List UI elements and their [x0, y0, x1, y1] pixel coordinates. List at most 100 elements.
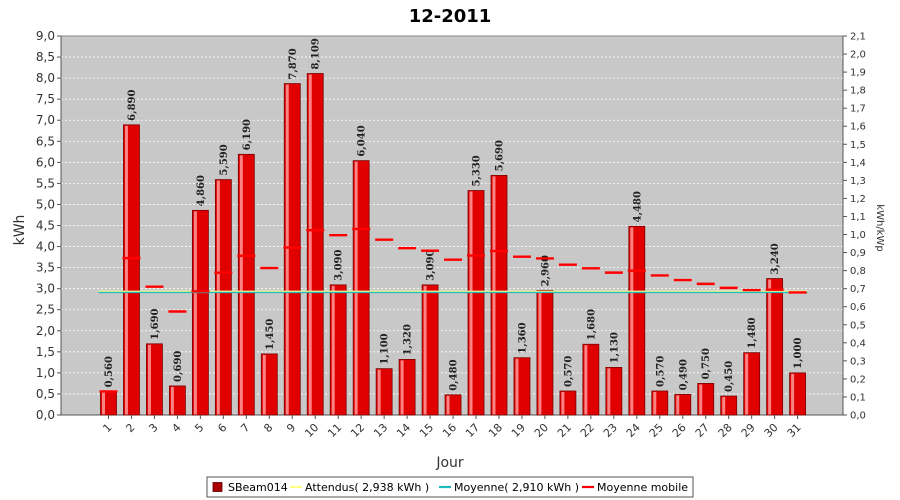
bar-value-label: 1,480: [747, 317, 758, 348]
bar-value-label: 1,320: [403, 324, 414, 355]
x-tick-label: 4: [169, 421, 183, 435]
x-tick-label: 23: [601, 421, 620, 440]
bar-value-label: 8,109: [311, 38, 322, 69]
x-tick-label: 29: [739, 421, 758, 440]
bar-highlight: [377, 369, 381, 415]
x-tick-label: 26: [670, 421, 689, 440]
y-tick-label: 0,0: [36, 408, 55, 422]
y-tick-label: 7,0: [36, 113, 55, 127]
x-tick-label: 20: [532, 421, 551, 440]
x-tick-label: 27: [693, 421, 712, 440]
plot-background: [60, 35, 844, 416]
bar-highlight: [216, 180, 220, 415]
bar-value-label: 1,130: [609, 332, 620, 363]
bar-highlight: [102, 392, 105, 415]
y-tick-label: 8,5: [36, 50, 55, 64]
x-tick-label: 28: [716, 421, 735, 440]
bar-value-label: 4,860: [196, 175, 207, 206]
bar-value-label: 3,240: [770, 243, 781, 274]
x-tick-label: 7: [238, 421, 252, 435]
y-tick-label: 7,5: [36, 92, 55, 106]
chart-title: 12-2011: [409, 6, 492, 27]
x-tick-label: 15: [417, 421, 436, 440]
y2-tick-label: 1,9: [850, 68, 866, 79]
bar-value-label: 5,590: [219, 144, 230, 175]
legend-label: Moyenne( 2,910 kWh ): [454, 481, 579, 494]
x-tick-label: 2: [123, 421, 137, 435]
x-tick-label: 18: [486, 421, 505, 440]
x-tick-label: 17: [463, 421, 482, 440]
bar-value-label: 4,480: [632, 191, 643, 222]
y-tick-label: 6,0: [36, 155, 55, 169]
bar-highlight: [239, 155, 243, 415]
x-tick-label: 8: [261, 421, 275, 435]
bar-highlight: [170, 386, 174, 415]
x-tick-label: 30: [762, 421, 781, 440]
y2-tick-label: 0,4: [850, 338, 866, 349]
bar-highlight: [147, 344, 151, 415]
x-tick-label: 22: [578, 421, 597, 440]
bar-highlight: [722, 397, 726, 415]
bar-highlight: [492, 176, 496, 415]
y-tick-label: 5,5: [36, 176, 55, 190]
y2-tick-label: 0,0: [850, 411, 866, 422]
x-tick-label: 10: [302, 421, 321, 440]
bar-value-label: 7,870: [288, 48, 299, 79]
y-tick-label: 6,5: [36, 134, 55, 148]
bar-highlight: [630, 227, 634, 415]
y-tick-label: 2,0: [36, 324, 55, 338]
bar-highlight: [354, 161, 358, 415]
y2-tick-label: 1,2: [850, 194, 866, 205]
y2-tick-label: 0,3: [850, 356, 866, 367]
x-tick-label: 13: [371, 421, 390, 440]
bar-value-label: 1,680: [586, 309, 597, 340]
bar-highlight: [515, 358, 519, 415]
bar-highlight: [331, 285, 335, 415]
bar-highlight: [791, 373, 795, 415]
bar-value-label: 0,750: [701, 348, 712, 379]
y-tick-label: 9,0: [36, 29, 55, 43]
y2-tick-label: 2,0: [850, 50, 866, 61]
bar-highlight: [193, 211, 197, 415]
bar-highlight: [446, 395, 450, 415]
y-tick-label: 4,0: [36, 240, 55, 254]
bar-value-label: 0,570: [563, 356, 574, 387]
bar-value-label: 1,360: [517, 322, 528, 353]
bar-value-label: 6,190: [242, 119, 253, 150]
x-tick-label: 11: [325, 421, 344, 440]
bar-value-label: 1,100: [380, 333, 391, 364]
bar-highlight: [262, 354, 266, 415]
bar-highlight: [653, 391, 657, 415]
bar-highlight: [768, 279, 772, 415]
legend: SBeam014 Attendus( 2,938 kWh ) Moyenne( 2,…: [206, 476, 694, 498]
y2-tick-label: 0,7: [850, 284, 866, 295]
x-tick-label: 14: [394, 421, 413, 440]
bar-value-label: 1,690: [150, 308, 161, 339]
y2-tick-label: 1,7: [850, 104, 866, 115]
bar-highlight: [676, 395, 680, 415]
x-tick-label: 9: [284, 421, 298, 435]
y-tick-label: 2,5: [36, 303, 55, 317]
bar-highlight: [538, 291, 542, 415]
y2-tick-label: 0,2: [850, 374, 866, 385]
y2-tick-label: 0,5: [850, 320, 866, 331]
y2-tick-label: 1,5: [850, 140, 866, 151]
y2-tick-label: 1,8: [850, 86, 866, 97]
plot-area: 0,0 0,5 1,0 1,5 2,0 2,5 3,0 3,5 4,0 4,5 5,0 5,5 6,0 6…: [36, 29, 866, 440]
bar-highlight: [423, 285, 427, 415]
bar-highlight: [745, 353, 749, 415]
bar-highlight: [285, 84, 289, 415]
bar-value-label: 2,960: [540, 255, 551, 286]
bar-highlight: [699, 384, 703, 415]
y-tick-label: 0,5: [36, 387, 55, 401]
bar-highlight: [469, 191, 473, 415]
y2-tick-label: 0,6: [850, 302, 866, 313]
y-tick-label: 8,0: [36, 71, 55, 85]
y2-tick-label: 1,6: [850, 122, 866, 133]
bar-highlight: [584, 345, 588, 415]
bar-value-label: 0,690: [173, 351, 184, 382]
x-tick-label: 21: [555, 421, 574, 440]
bar-value-label: 5,690: [494, 140, 505, 171]
bar-highlight: [400, 360, 404, 415]
y-tick-label: 3,5: [36, 261, 55, 275]
